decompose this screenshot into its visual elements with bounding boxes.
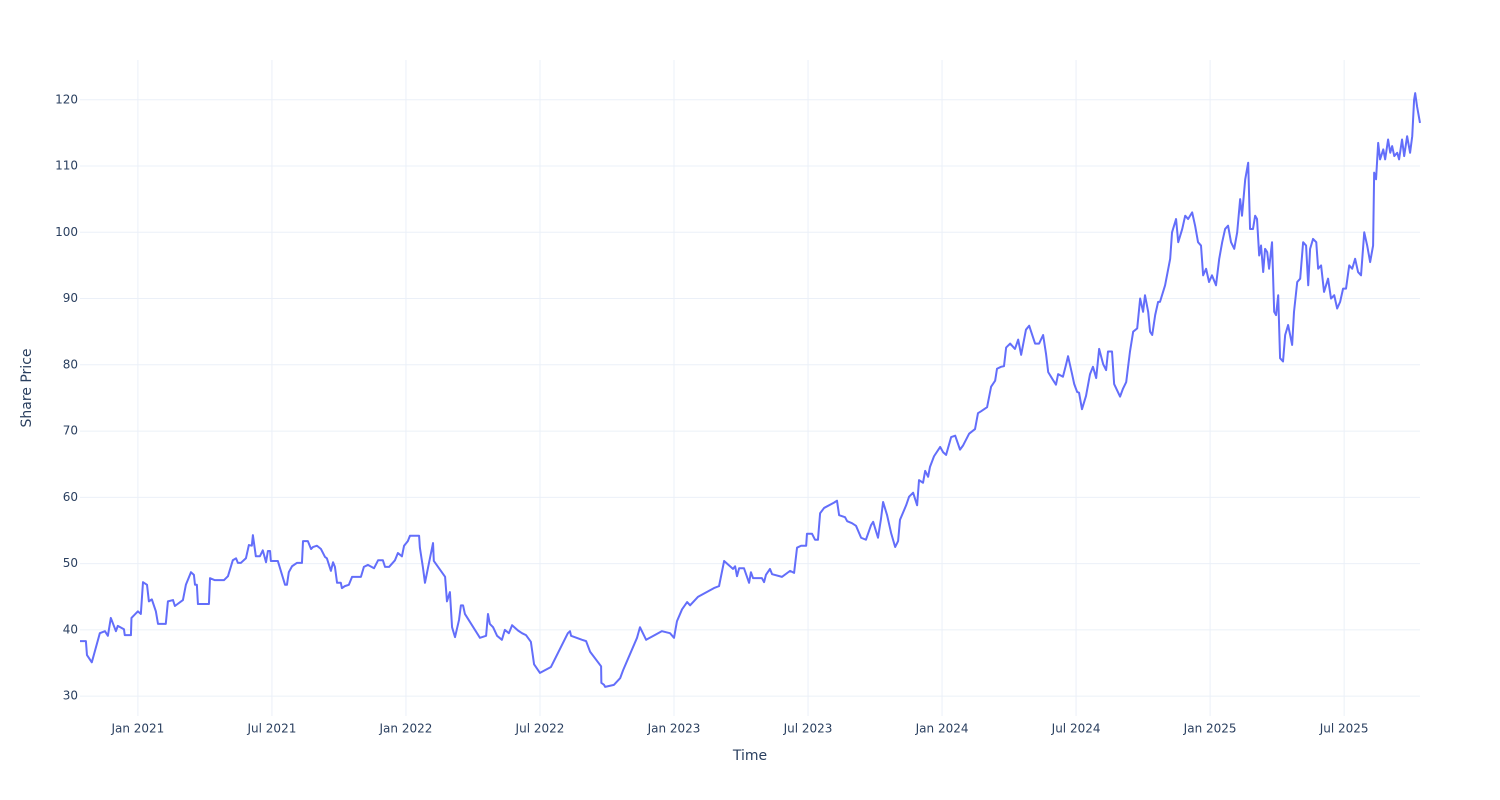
x-tick-label: Jul 2025 xyxy=(1319,722,1369,736)
x-tick-label: Jan 2022 xyxy=(379,722,433,736)
x-tick-label: Jul 2021 xyxy=(247,722,297,736)
y-tick-label: 120 xyxy=(55,92,78,106)
x-axis-title: Time xyxy=(732,748,767,764)
y-tick-label: 110 xyxy=(55,159,78,173)
x-tick-label: Jul 2024 xyxy=(1051,722,1101,736)
x-tick-label: Jul 2023 xyxy=(783,722,833,736)
y-tick-label: 50 xyxy=(63,556,78,570)
x-tick-label: Jan 2023 xyxy=(647,722,701,736)
y-tick-label: 30 xyxy=(63,689,78,703)
y-tick-label: 60 xyxy=(63,490,78,504)
x-tick-label: Jan 2024 xyxy=(915,722,969,736)
x-tick-label: Jan 2025 xyxy=(1183,722,1237,736)
y-tick-label: 100 xyxy=(55,225,78,239)
x-tick-label: Jul 2022 xyxy=(515,722,565,736)
price-line xyxy=(80,92,1421,688)
y-tick-label: 70 xyxy=(63,424,78,438)
y-tick-label: 80 xyxy=(63,357,78,371)
y-tick-label: 40 xyxy=(63,622,78,636)
y-tick-label: 90 xyxy=(63,291,78,305)
y-axis-title: Share Price xyxy=(19,348,35,427)
x-tick-label: Jan 2021 xyxy=(110,722,164,736)
